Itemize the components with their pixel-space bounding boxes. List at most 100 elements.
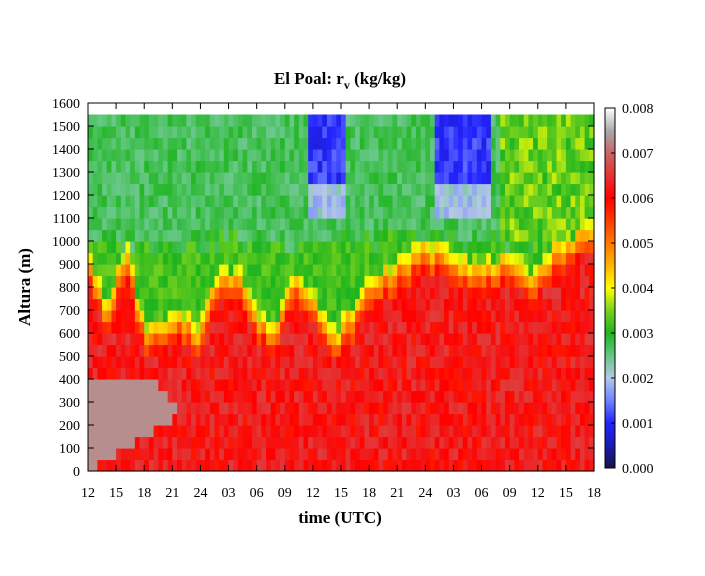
heatmap-cell (275, 137, 281, 150)
heatmap-cell (481, 137, 487, 150)
heatmap-cell (130, 333, 136, 346)
heatmap-cell (144, 229, 150, 242)
heatmap-cell (397, 379, 403, 392)
heatmap-cell (191, 390, 197, 403)
heatmap-cell (186, 356, 192, 369)
heatmap-cell (195, 275, 202, 288)
heatmap-cell (476, 425, 483, 438)
heatmap-cell (167, 448, 173, 461)
heatmap-cell (570, 321, 576, 334)
heatmap-cell (200, 298, 206, 311)
heatmap-cell (167, 160, 173, 173)
x-tick-label: 21 (165, 486, 179, 501)
heatmap-cell (589, 252, 595, 265)
heatmap-cell (92, 310, 98, 323)
heatmap-cell (125, 229, 131, 242)
heatmap-cell (411, 448, 417, 461)
heatmap-cell (397, 448, 403, 461)
heatmap-cell (298, 114, 305, 127)
heatmap-cell (120, 218, 127, 231)
heatmap-cell (383, 137, 389, 150)
heatmap-cell (223, 402, 230, 415)
heatmap-cell (561, 379, 567, 392)
heatmap-cell (153, 390, 159, 403)
heatmap-cell (369, 137, 375, 150)
heatmap-cell (111, 149, 117, 162)
heatmap-cell (214, 333, 220, 346)
heatmap-cell (397, 160, 403, 173)
heatmap-cell (322, 321, 328, 334)
heatmap-cell (144, 241, 150, 254)
heatmap-cell (355, 390, 361, 403)
heatmap-cell (439, 149, 445, 162)
heatmap-cell (359, 448, 366, 461)
heatmap-cell (336, 126, 342, 139)
heatmap-cell (490, 321, 497, 334)
heatmap-cell (341, 402, 347, 415)
heatmap-cell (490, 172, 497, 185)
heatmap-cell (439, 402, 445, 415)
heatmap-cell (341, 436, 347, 449)
heatmap-cell (251, 425, 258, 438)
heatmap-cell (500, 252, 506, 265)
heatmap-cell (106, 183, 113, 196)
heatmap-cell (223, 310, 230, 323)
heatmap-cell (523, 183, 530, 196)
heatmap-cell (589, 264, 595, 277)
heatmap-cell (533, 459, 539, 472)
heatmap-cell (579, 459, 586, 472)
heatmap-cell (387, 114, 394, 127)
heatmap-cell (401, 333, 408, 346)
heatmap-cell (153, 172, 159, 185)
heatmap-cell (589, 436, 595, 449)
heatmap-cell (331, 402, 337, 415)
heatmap-cell (406, 183, 412, 196)
heatmap-cell (350, 252, 356, 265)
heatmap-cell (579, 356, 586, 369)
heatmap-cell (289, 448, 295, 461)
heatmap-cell (453, 367, 459, 380)
heatmap-cell (97, 172, 103, 185)
heatmap-cell (364, 241, 370, 254)
heatmap-cell (242, 413, 248, 426)
heatmap-cell (200, 344, 206, 357)
heatmap-cell (472, 149, 478, 162)
heatmap-cell (462, 459, 469, 472)
heatmap-cell (341, 321, 347, 334)
heatmap-cell (116, 149, 122, 162)
heatmap-cell (575, 367, 581, 380)
heatmap-cell (219, 356, 225, 369)
heatmap-cell (200, 390, 206, 403)
heatmap-cell (415, 413, 422, 426)
heatmap-cell (387, 206, 394, 219)
heatmap-cell (237, 459, 244, 472)
heatmap-cell (425, 149, 431, 162)
heatmap-cell (116, 287, 122, 300)
heatmap-cell (453, 126, 459, 139)
heatmap-cell (490, 379, 497, 392)
heatmap-cell (537, 206, 544, 219)
heatmap-cell (158, 344, 164, 357)
heatmap-cell (251, 310, 258, 323)
heatmap-cell (514, 229, 520, 242)
heatmap-cell (430, 298, 436, 311)
heatmap-cell (453, 149, 459, 162)
heatmap-cell (434, 241, 440, 254)
heatmap-cell (476, 126, 483, 139)
heatmap-cell (523, 310, 530, 323)
heatmap-cell (509, 298, 515, 311)
heatmap-cell (214, 206, 220, 219)
heatmap-cell (181, 114, 187, 127)
heatmap-cell (589, 218, 595, 231)
heatmap-cell (556, 287, 562, 300)
heatmap-cell (261, 241, 267, 254)
heatmap-cell (420, 218, 426, 231)
heatmap-cell (317, 448, 323, 461)
y-tick-label: 1300 (52, 166, 80, 181)
heatmap-cell (509, 195, 515, 208)
heatmap-cell (97, 298, 103, 311)
heatmap-cell (383, 298, 389, 311)
heatmap-cell (490, 310, 497, 323)
heatmap-cell (130, 275, 136, 288)
heatmap-cell (303, 459, 309, 472)
